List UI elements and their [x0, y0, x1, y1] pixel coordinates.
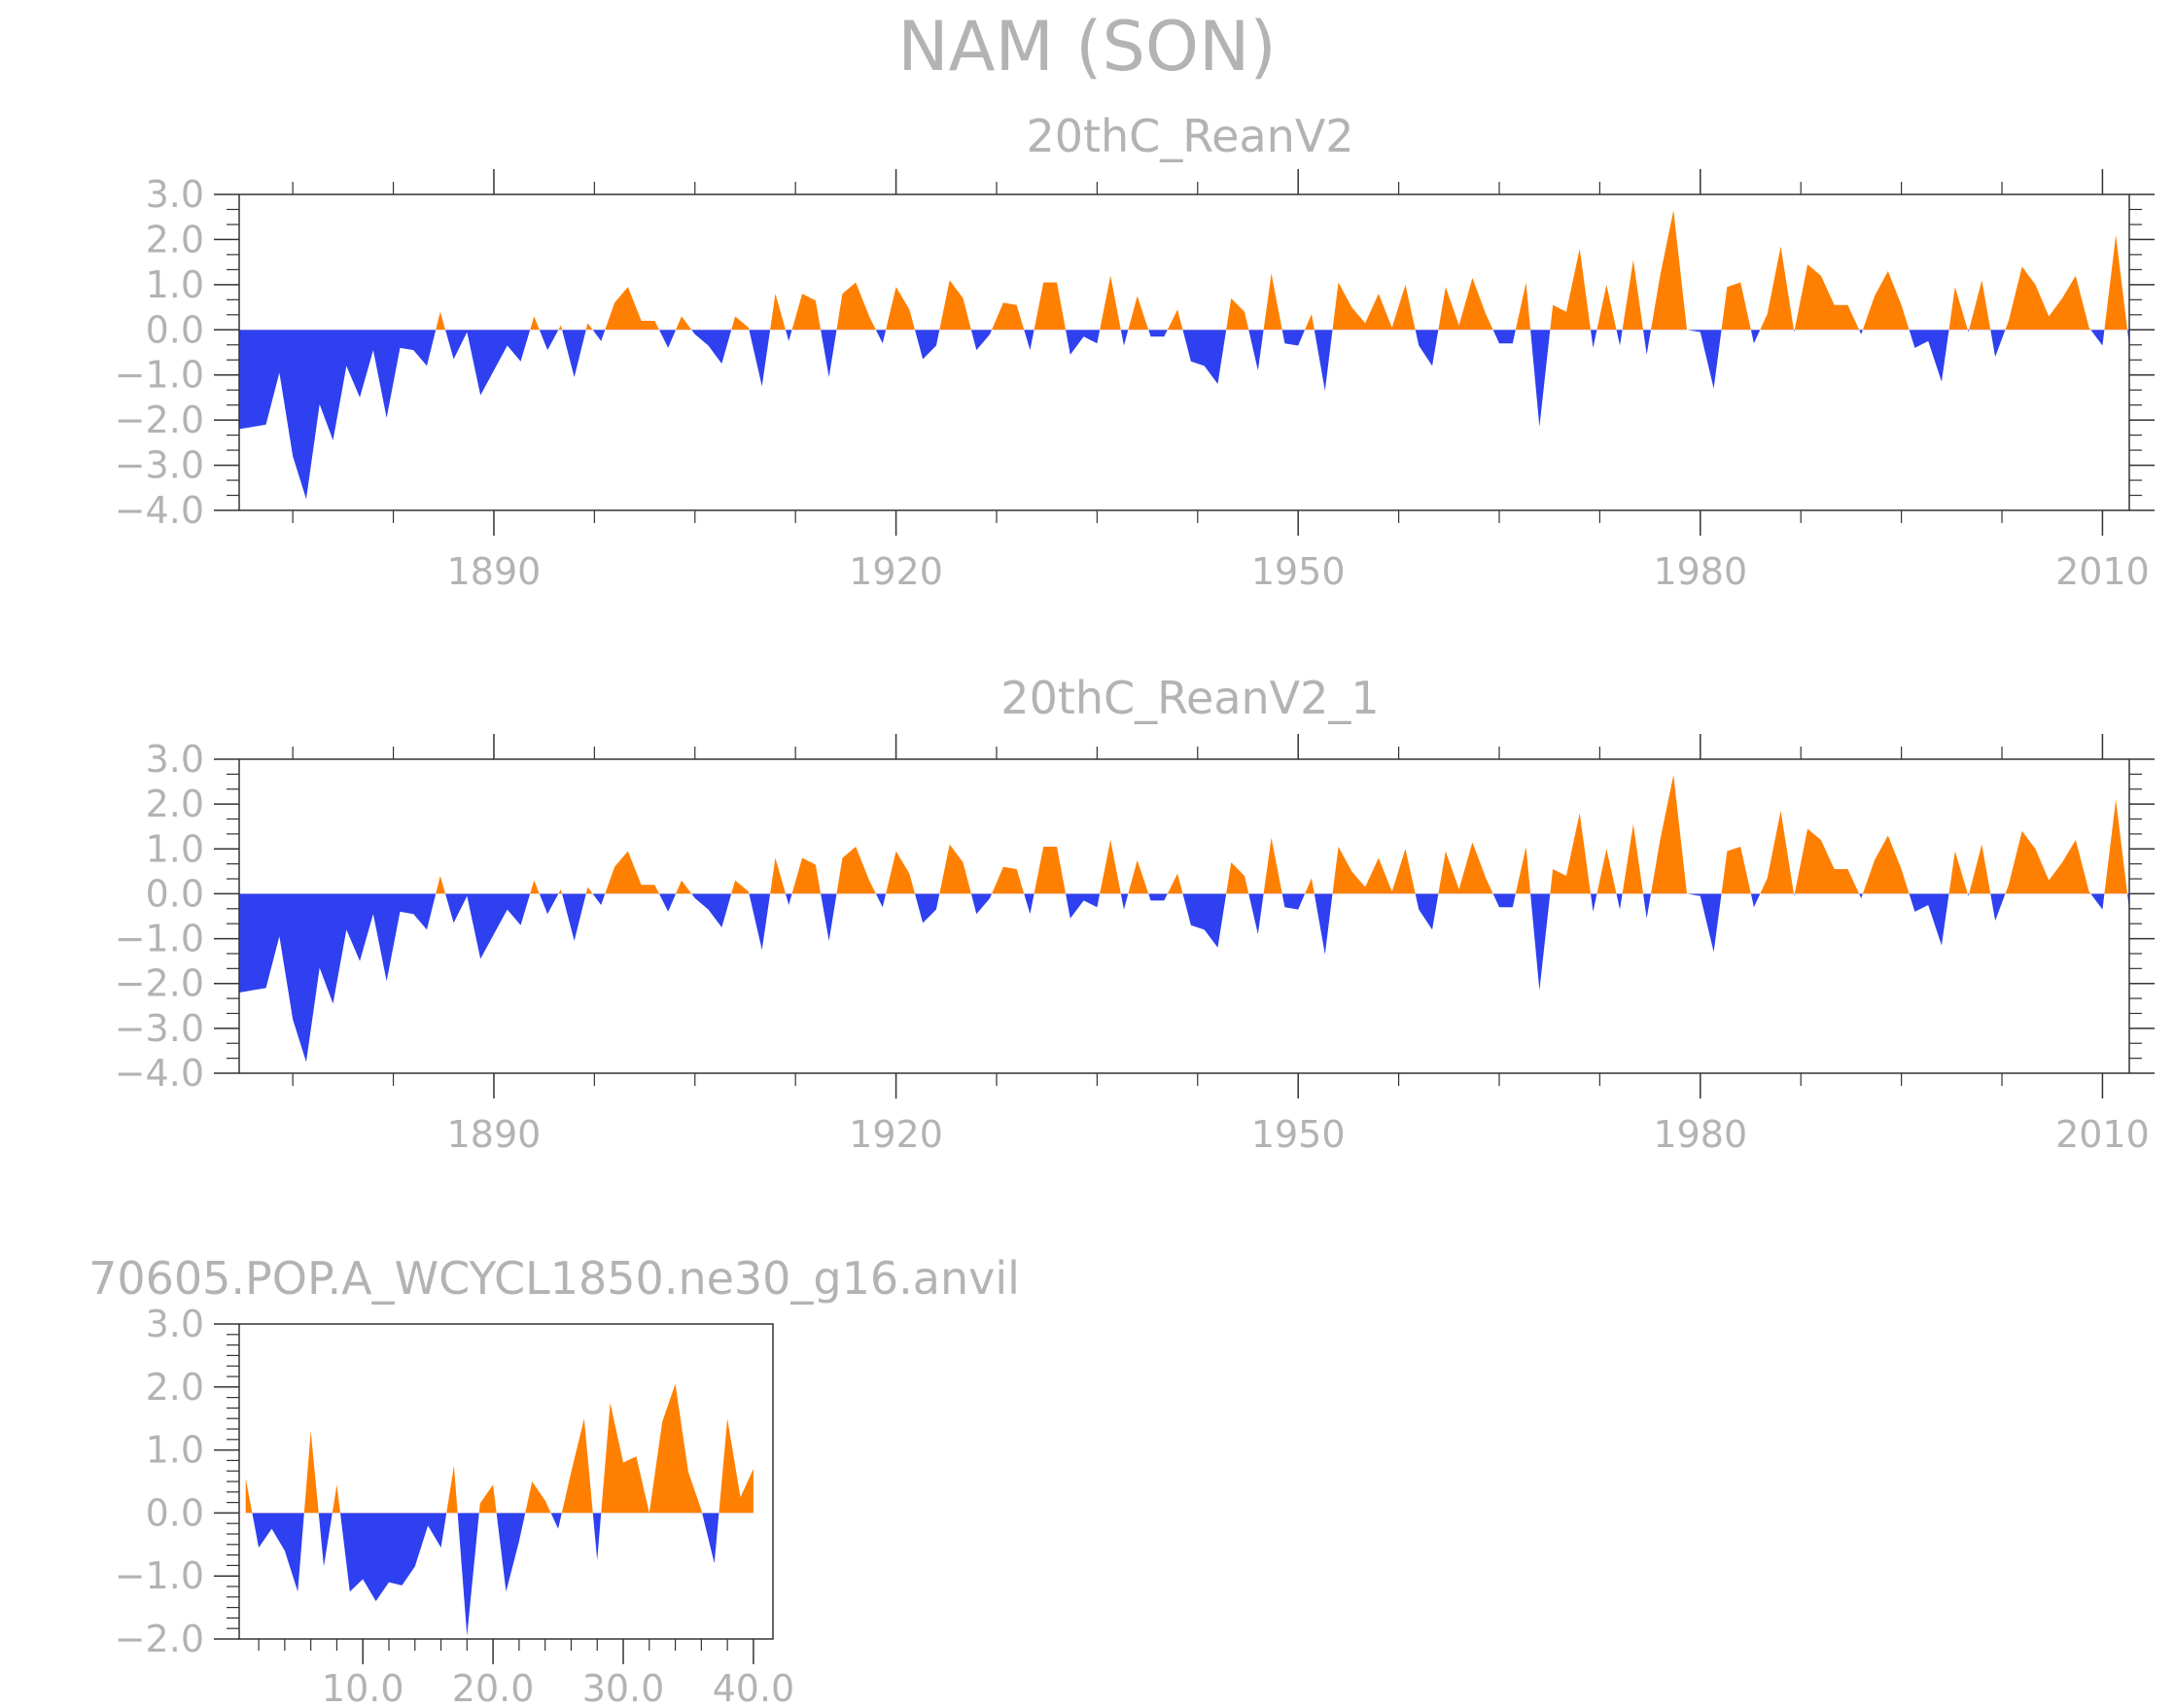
y-tick-label: 3.0 — [146, 738, 204, 781]
x-tick-label: 20.0 — [452, 1667, 535, 1708]
x-tick-label: 2010 — [2055, 550, 2150, 593]
y-tick-label: 3.0 — [146, 173, 204, 216]
x-tick-label: 1890 — [447, 550, 542, 593]
x-tick-label: 1980 — [1653, 1113, 1747, 1156]
panel-2-title: 20thC_ReanV2_1 — [1000, 672, 1379, 724]
y-tick-label: −4.0 — [115, 489, 204, 532]
positive-anomaly-area — [436, 210, 2128, 331]
negative-anomaly-area — [239, 893, 2129, 1063]
figure-title: NAM (SON) — [897, 7, 1276, 87]
plot-frame — [238, 758, 2130, 1074]
y-tick-label: −1.0 — [115, 918, 204, 960]
x-tick-label: 1950 — [1251, 1113, 1346, 1156]
y-tick-label: 1.0 — [146, 1429, 204, 1472]
x-tick-label: 40.0 — [713, 1667, 795, 1708]
panel-1-title: 20thC_ReanV2 — [1026, 110, 1353, 162]
negative-anomaly-area — [239, 330, 2129, 500]
panel-2-chart: 3.02.01.00.0−1.0−2.0−3.0−4.0 1890 1920 1950… — [115, 734, 2155, 1156]
x-tick-label: 1980 — [1653, 550, 1747, 593]
y-tick-label: 3.0 — [146, 1303, 204, 1345]
y-tick-label: −1.0 — [115, 354, 204, 397]
negative-anomaly-area — [252, 1513, 719, 1636]
y-tick-label: 0.0 — [146, 1491, 204, 1534]
y-tick-label: −3.0 — [115, 1007, 204, 1050]
x-tick-label: 1920 — [849, 550, 943, 593]
y-tick-label: −1.0 — [115, 1554, 204, 1597]
panel-3-title: 70605.POP.A_WCYCL1850.ne30_g16.anvil — [88, 1252, 1020, 1305]
panel-1-chart: 3.02.01.00.0−1.0−2.0−3.0−4.0 1890 1920 1950… — [115, 169, 2155, 593]
x-tick-label: 10.0 — [322, 1667, 404, 1708]
x-tick-label: 30.0 — [582, 1667, 665, 1708]
plot-frame — [238, 193, 2130, 511]
x-tick-label: 1920 — [849, 1113, 943, 1156]
x-tick-label: 1890 — [447, 1113, 542, 1156]
y-tick-label: −2.0 — [115, 962, 204, 1005]
x-tick-label: 1950 — [1251, 550, 1346, 593]
y-tick-label: −2.0 — [115, 399, 204, 441]
y-tick-label: 0.0 — [146, 872, 204, 915]
positive-anomaly-area — [436, 775, 2128, 894]
positive-anomaly-area — [245, 1383, 754, 1514]
y-tick-label: 2.0 — [146, 1366, 204, 1409]
y-tick-label: −2.0 — [115, 1618, 204, 1660]
y-tick-label: 1.0 — [146, 827, 204, 870]
x-tick-label: 2010 — [2055, 1113, 2150, 1156]
y-tick-label: −4.0 — [115, 1052, 204, 1095]
y-tick-label: 0.0 — [146, 308, 204, 351]
y-tick-label: 2.0 — [146, 218, 204, 261]
y-tick-label: 2.0 — [146, 783, 204, 825]
panel-3-chart: 3.0 2.0 1.0 0.0 −1.0 −2.0 10.0 20.0 30.0 40.0 — [115, 1303, 795, 1708]
y-tick-label: 1.0 — [146, 263, 204, 306]
y-tick-label: −3.0 — [115, 444, 204, 487]
